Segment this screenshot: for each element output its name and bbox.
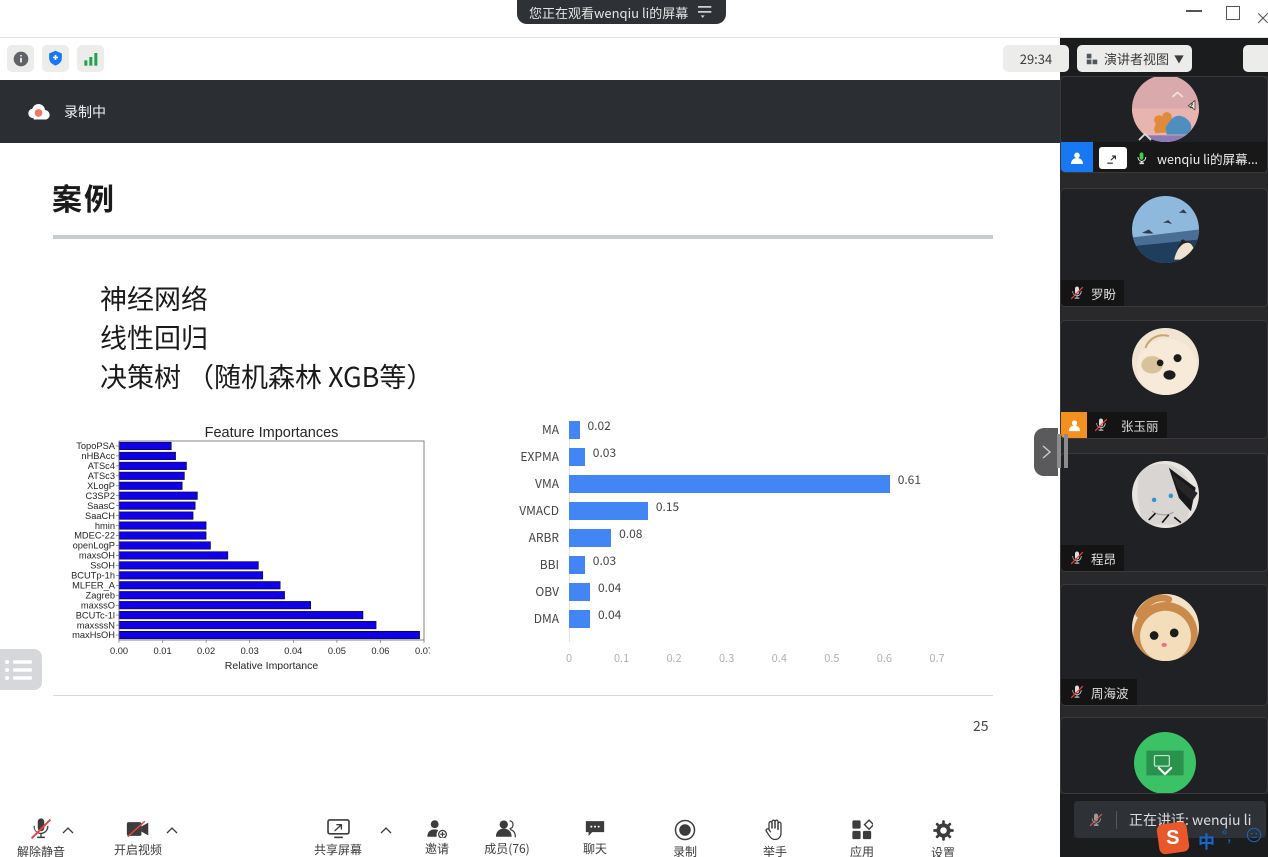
svg-text:SsOH: SsOH: [90, 561, 115, 571]
svg-text:0.02: 0.02: [197, 646, 215, 656]
svg-text:BCUTp-1h: BCUTp-1h: [71, 571, 115, 581]
svg-text:BCUTc-1l: BCUTc-1l: [76, 610, 115, 620]
svg-text:maxHsOH: maxHsOH: [72, 630, 115, 640]
svg-text:Z: Z: [1189, 101, 1193, 110]
svg-text:ATSc4: ATSc4: [88, 461, 115, 471]
svg-text:XLogP: XLogP: [87, 481, 115, 491]
svg-text:0.03: 0.03: [241, 646, 259, 656]
svg-text:C3SP2: C3SP2: [86, 491, 115, 501]
svg-text:Zagreb: Zagreb: [86, 590, 115, 600]
svg-text:0.07: 0.07: [415, 646, 430, 656]
svg-text:0.05: 0.05: [328, 646, 346, 656]
svg-text:TopoPSA: TopoPSA: [76, 441, 116, 451]
svg-text:openLogP: openLogP: [73, 541, 115, 551]
svg-text:0.01: 0.01: [154, 646, 172, 656]
svg-text:maxsssN: maxsssN: [77, 620, 115, 630]
svg-text:maxssO: maxssO: [81, 600, 115, 610]
svg-text:Relative Importance: Relative Importance: [225, 660, 319, 670]
svg-text:SaasC: SaasC: [87, 501, 115, 511]
svg-text:nHBAcc: nHBAcc: [81, 451, 115, 461]
svg-text:Feature Importances: Feature Importances: [205, 425, 339, 441]
svg-text:maxsOH: maxsOH: [79, 551, 115, 561]
svg-text:MDEC-22: MDEC-22: [74, 531, 115, 541]
svg-text:ATSc3: ATSc3: [88, 471, 115, 481]
svg-text:SaaCH: SaaCH: [85, 511, 115, 521]
svg-text:hmin: hmin: [95, 521, 115, 531]
svg-text:0.06: 0.06: [371, 646, 389, 656]
svg-text:0.00: 0.00: [110, 646, 128, 656]
svg-text:0.04: 0.04: [284, 646, 302, 656]
svg-text:MLFER_A: MLFER_A: [72, 581, 116, 591]
